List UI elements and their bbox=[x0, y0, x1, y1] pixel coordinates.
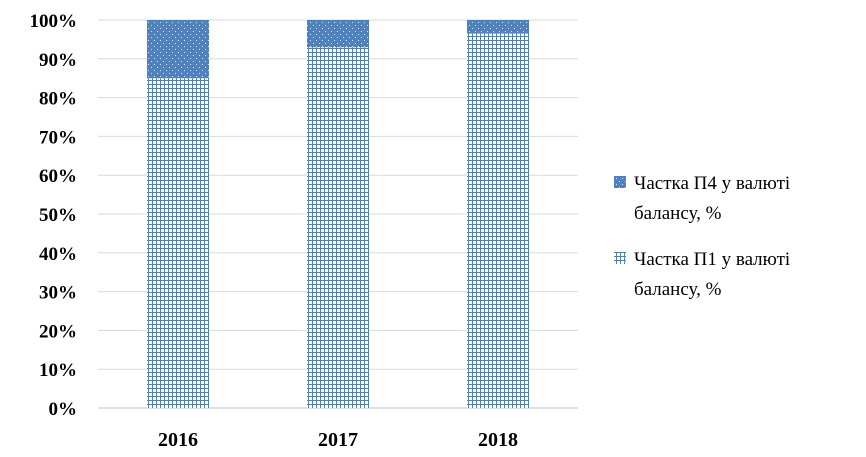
x-tick-label: 2018 bbox=[478, 429, 518, 451]
legend-label: Частка П1 у валюті bbox=[634, 249, 790, 270]
bar-segment-dots-2017 bbox=[307, 20, 369, 48]
y-tick-label: 100% bbox=[30, 11, 78, 32]
legend: Частка П4 у валюті балансу, % Частка П1 у … bbox=[614, 173, 790, 300]
y-tick-label: 30% bbox=[39, 283, 77, 304]
y-tick-label: 10% bbox=[39, 360, 77, 381]
y-tick-label: 60% bbox=[39, 166, 77, 187]
x-tick-label: 2016 bbox=[158, 429, 198, 451]
bar-segment-dots-2018 bbox=[467, 20, 529, 34]
legend-swatch-grid bbox=[614, 252, 626, 264]
bar-segment-grid-2016 bbox=[147, 78, 209, 408]
x-tick-label: 2017 bbox=[318, 429, 358, 451]
legend-label: Частка П4 у валюті bbox=[634, 173, 790, 194]
y-axis-tick-labels: 0% 10% 20% 30% 40% 50% 60% 70% 80% 90% 100% bbox=[30, 11, 78, 420]
x-axis-tick-labels: 2016 2017 2018 bbox=[158, 429, 518, 451]
bar-segment-grid-2018 bbox=[467, 33, 529, 409]
legend-label: балансу, % bbox=[634, 203, 722, 224]
bar-segment-dots-2016 bbox=[147, 20, 209, 79]
bar-segment-grid-2017 bbox=[307, 47, 369, 408]
y-tick-label: 90% bbox=[39, 50, 77, 71]
bars bbox=[147, 20, 529, 409]
y-tick-label: 70% bbox=[39, 127, 77, 148]
y-tick-label: 0% bbox=[49, 399, 78, 420]
legend-label: балансу, % bbox=[634, 279, 722, 300]
y-tick-label: 40% bbox=[39, 244, 77, 265]
legend-swatch-dots bbox=[614, 176, 626, 188]
y-tick-label: 50% bbox=[39, 205, 77, 226]
y-tick-label: 80% bbox=[39, 89, 77, 110]
y-tick-label: 20% bbox=[39, 321, 77, 342]
